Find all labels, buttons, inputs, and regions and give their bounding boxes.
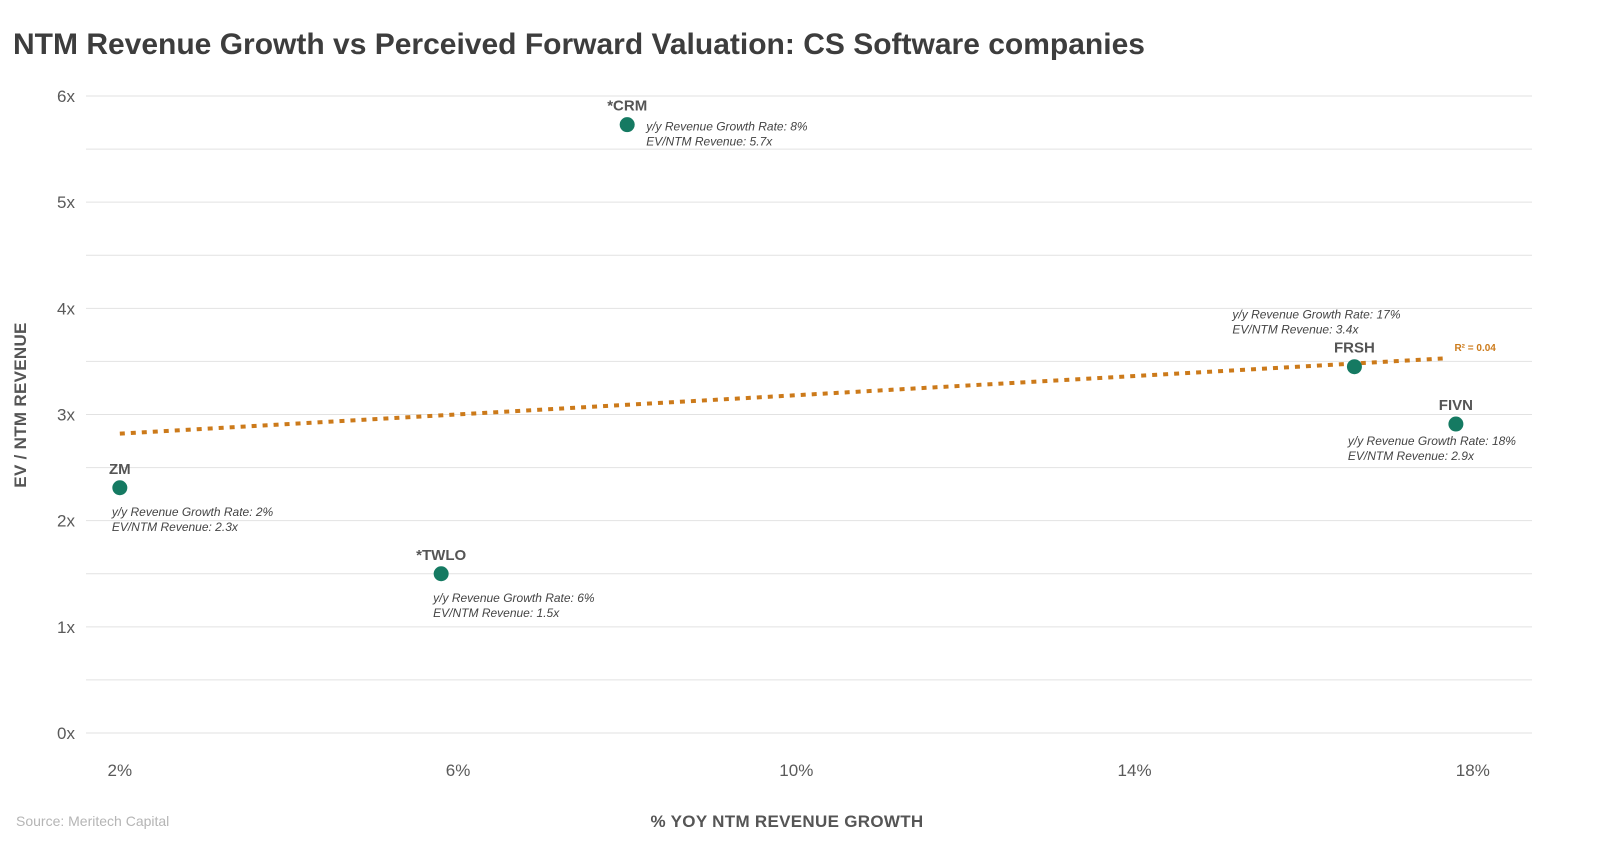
x-axis-ticks: 2% 6% 10% 14% 18% <box>108 761 1490 780</box>
point-growth-annotation: y/y Revenue Growth Rate: 2% <box>111 505 274 519</box>
data-point <box>112 480 128 496</box>
point-ev-annotation: EV/NTM Revenue: 2.3x <box>112 520 239 534</box>
data-point <box>1346 359 1362 375</box>
x-tick-label: 18% <box>1456 761 1490 780</box>
point-growth-annotation: y/y Revenue Growth Rate: 18% <box>1347 434 1516 448</box>
point-label: FIVN <box>1439 397 1473 414</box>
y-tick-label: 3x <box>57 406 75 425</box>
x-axis-title: % YOY NTM REVENUE GROWTH <box>651 812 924 831</box>
data-point <box>1448 416 1464 432</box>
y-tick-label: 0x <box>57 724 75 743</box>
data-point <box>433 566 449 582</box>
point-ev-annotation: EV/NTM Revenue: 1.5x <box>433 606 560 620</box>
point-growth-annotation: y/y Revenue Growth Rate: 8% <box>645 120 808 134</box>
y-axis-ticks: 0x 1x 2x 3x 4x 5x 6x <box>57 87 75 743</box>
data-point <box>619 117 635 133</box>
gridlines <box>86 95 1532 734</box>
trendline-group: R² = 0.04 <box>119 343 1496 436</box>
trendline <box>119 356 1448 436</box>
y-tick-label: 6x <box>57 87 75 106</box>
y-tick-label: 4x <box>57 299 75 318</box>
chart-title: NTM Revenue Growth vs Perceived Forward … <box>13 28 1145 61</box>
r-squared-label: R² = 0.04 <box>1454 343 1496 354</box>
point-growth-annotation: y/y Revenue Growth Rate: 6% <box>432 591 595 605</box>
point-growth-annotation: y/y Revenue Growth Rate: 17% <box>1231 308 1400 322</box>
y-axis-title: EV / NTM REVENUE <box>11 322 30 487</box>
point-ev-annotation: EV/NTM Revenue: 3.4x <box>1232 323 1359 337</box>
x-tick-label: 14% <box>1118 761 1152 780</box>
x-tick-label: 10% <box>779 761 813 780</box>
source-note: Source: Meritech Capital <box>16 813 170 829</box>
y-tick-label: 1x <box>57 618 75 637</box>
point-label: *CRM <box>607 98 647 115</box>
x-tick-label: 2% <box>108 761 133 780</box>
y-tick-label: 2x <box>57 512 75 531</box>
point-ev-annotation: EV/NTM Revenue: 5.7x <box>646 135 773 149</box>
x-tick-label: 6% <box>446 761 471 780</box>
y-tick-label: 5x <box>57 193 75 212</box>
point-label: ZM <box>109 461 131 478</box>
point-ev-annotation: EV/NTM Revenue: 2.9x <box>1348 449 1475 463</box>
point-label: *TWLO <box>416 547 466 564</box>
point-label: FRSH <box>1334 340 1375 357</box>
